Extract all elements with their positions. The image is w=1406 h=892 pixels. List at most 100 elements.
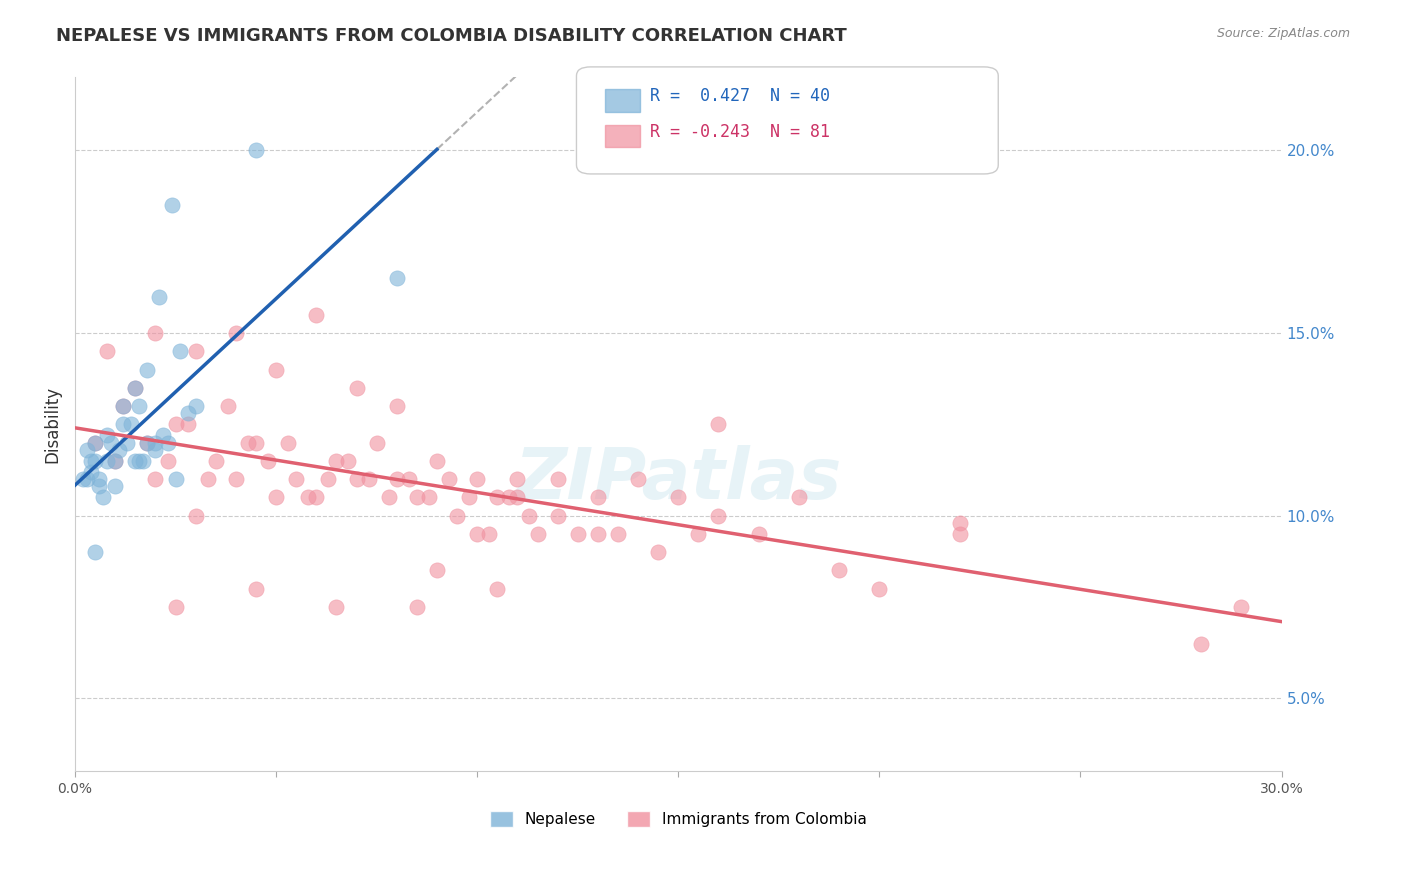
Point	[104, 454, 127, 468]
Point	[787, 491, 810, 505]
Point	[165, 472, 187, 486]
Point	[868, 582, 890, 596]
Point	[184, 344, 207, 359]
Point	[547, 472, 569, 486]
Point	[112, 417, 135, 432]
Point	[204, 454, 226, 468]
Point	[607, 527, 630, 541]
Point	[277, 435, 299, 450]
Point	[486, 582, 509, 596]
Point	[128, 399, 150, 413]
Point	[136, 362, 159, 376]
Point	[465, 527, 488, 541]
Point	[586, 527, 609, 541]
Point	[152, 428, 174, 442]
Point	[707, 417, 730, 432]
Point	[285, 472, 308, 486]
Point	[519, 508, 541, 523]
Point	[357, 472, 380, 486]
Point	[104, 454, 127, 468]
Point	[145, 326, 167, 340]
Point	[506, 472, 529, 486]
Point	[325, 600, 347, 615]
Point	[366, 435, 388, 450]
Point	[80, 454, 103, 468]
Point	[418, 491, 440, 505]
Point	[949, 527, 972, 541]
Point	[236, 435, 259, 450]
Point	[446, 508, 468, 523]
Point	[486, 491, 509, 505]
Point	[117, 435, 139, 450]
Point	[84, 454, 107, 468]
Point	[949, 516, 972, 530]
Point	[76, 442, 98, 457]
Point	[84, 435, 107, 450]
Point	[156, 435, 179, 450]
Text: R = -0.243  N = 81: R = -0.243 N = 81	[650, 123, 830, 141]
Point	[245, 435, 267, 450]
Y-axis label: Disability: Disability	[44, 386, 60, 463]
Point	[405, 600, 427, 615]
Point	[136, 435, 159, 450]
Point	[165, 417, 187, 432]
Point	[145, 472, 167, 486]
Point	[100, 435, 122, 450]
Point	[96, 428, 118, 442]
Point	[197, 472, 219, 486]
Point	[465, 472, 488, 486]
Point	[148, 289, 170, 303]
Point	[245, 582, 267, 596]
Point	[160, 198, 183, 212]
Point	[165, 600, 187, 615]
Point	[305, 308, 328, 322]
Text: NEPALESE VS IMMIGRANTS FROM COLOMBIA DISABILITY CORRELATION CHART: NEPALESE VS IMMIGRANTS FROM COLOMBIA DIS…	[56, 27, 846, 45]
Point	[72, 472, 94, 486]
Point	[385, 271, 408, 285]
Point	[325, 454, 347, 468]
Point	[828, 564, 851, 578]
Point	[385, 472, 408, 486]
Point	[385, 399, 408, 413]
Point	[337, 454, 360, 468]
Text: ZIPatlas: ZIPatlas	[515, 445, 842, 515]
Point	[76, 472, 98, 486]
Point	[136, 435, 159, 450]
Point	[346, 472, 368, 486]
Point	[132, 454, 155, 468]
Point	[124, 381, 146, 395]
Point	[176, 417, 198, 432]
Point	[112, 399, 135, 413]
Legend: Nepalese, Immigrants from Colombia: Nepalese, Immigrants from Colombia	[484, 805, 873, 833]
Point	[156, 454, 179, 468]
Point	[184, 399, 207, 413]
Point	[124, 454, 146, 468]
Point	[305, 491, 328, 505]
Point	[184, 508, 207, 523]
Point	[547, 508, 569, 523]
Point	[89, 479, 111, 493]
Point	[405, 491, 427, 505]
Point	[80, 465, 103, 479]
Point	[108, 442, 131, 457]
Point	[346, 381, 368, 395]
Point	[498, 491, 520, 505]
Point	[1230, 600, 1253, 615]
Point	[377, 491, 399, 505]
Text: R =  0.427  N = 40: R = 0.427 N = 40	[650, 87, 830, 105]
Point	[437, 472, 460, 486]
Point	[426, 564, 449, 578]
Point	[145, 435, 167, 450]
Point	[647, 545, 669, 559]
Point	[478, 527, 501, 541]
Text: Source: ZipAtlas.com: Source: ZipAtlas.com	[1216, 27, 1350, 40]
Point	[104, 479, 127, 493]
Point	[627, 472, 650, 486]
Point	[264, 362, 287, 376]
Point	[176, 406, 198, 420]
Point	[84, 435, 107, 450]
Point	[84, 545, 107, 559]
Point	[707, 508, 730, 523]
Point	[112, 399, 135, 413]
Point	[748, 527, 770, 541]
